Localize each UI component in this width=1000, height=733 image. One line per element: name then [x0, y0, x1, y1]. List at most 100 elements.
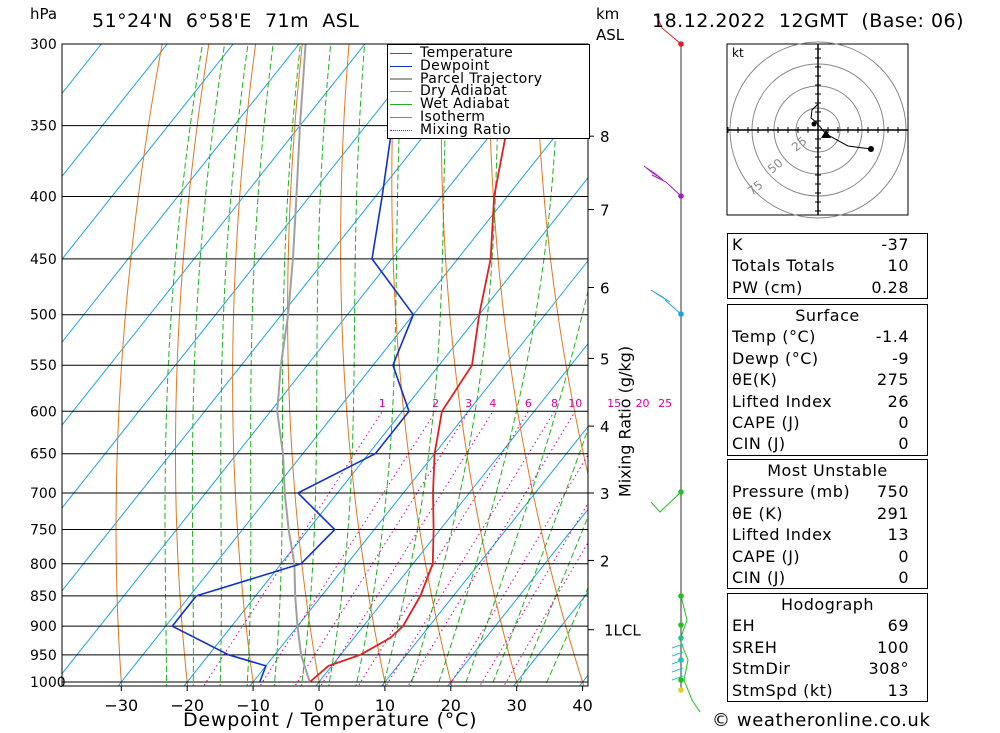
- wet-adiabat-line: [273, 44, 301, 686]
- mixing-ratio-label: 4: [489, 397, 496, 410]
- k-value: -37: [881, 235, 909, 254]
- wet-adiabat-line: [164, 44, 204, 686]
- pressure-tick-label: 850: [30, 589, 57, 605]
- pressure-tick-label: 900: [30, 619, 57, 635]
- dry-adiabat-line: [340, 44, 387, 686]
- hodo-row: StmDir 308°: [728, 658, 927, 679]
- surface-row: θE(K) 275: [728, 369, 927, 390]
- mixing-ratio-label: 8: [551, 397, 558, 410]
- hodo-row-value: 13: [887, 680, 909, 700]
- mixing-ratio-label: 3: [465, 397, 472, 410]
- legend: Temperature Dewpoint Parcel Trajectory Dry …: [387, 44, 590, 139]
- mu-row-value: 291: [876, 503, 909, 523]
- isotherm-line: [446, 508, 588, 686]
- dry-adiabat-line: [287, 44, 321, 686]
- hodo-row: SREH 100: [728, 637, 927, 658]
- mu-row: CIN (J) 0: [728, 567, 927, 588]
- dry-adiabat-line: [535, 44, 588, 477]
- hodo-row-value: 69: [887, 616, 909, 636]
- wet-adiabat-line: [464, 288, 588, 686]
- x-tick-label: −30: [104, 696, 138, 715]
- wet-adiabat-line: [328, 44, 366, 686]
- dewpoint-line: [171, 44, 419, 683]
- pressure-tick-label: 300: [30, 37, 57, 53]
- legend-label: Dewpoint: [420, 57, 490, 74]
- legend-label: Wet Adiabat: [420, 96, 510, 113]
- hodo-row-label: StmSpd (kt): [732, 680, 834, 700]
- isotherm-line: [62, 44, 300, 343]
- mixing-ratio-line: [479, 502, 588, 686]
- legend-item: Parcel Trajectory: [390, 70, 543, 87]
- surface-row-value: 275: [876, 370, 909, 390]
- wind-barb: [679, 595, 701, 713]
- mu-row-label: Lifted Index: [732, 525, 833, 545]
- mu-row: CAPE (J) 0: [728, 546, 927, 567]
- km-unit-label: km: [596, 5, 620, 23]
- legend-item: Temperature: [390, 46, 513, 60]
- datetime-title: 18.12.2022 12GMT (Base: 06): [652, 10, 965, 32]
- legend-label: Parcel Trajectory: [420, 70, 543, 87]
- mixing-ratio-line: [203, 411, 383, 686]
- surface-row: Dewp (°C) -9: [728, 348, 927, 369]
- wet-adiabat-line: [544, 586, 588, 686]
- mixing-ratio-label: 2: [432, 397, 439, 410]
- dry-adiabat-line: [994, 7, 1000, 707]
- x-axis-title: Dewpoint / Temperature (°C): [183, 709, 478, 731]
- surface-row-label: CAPE (J): [732, 412, 801, 432]
- legend-item: Isotherm: [390, 110, 485, 124]
- mu-row-label: Pressure (mb): [732, 482, 851, 502]
- surface-row-value: -1.4: [875, 327, 909, 347]
- hodograph-point: [811, 121, 817, 127]
- x-tick-label: 20: [441, 696, 461, 715]
- mu-row-label: CIN (J): [732, 567, 786, 587]
- isotherm-line: [249, 259, 588, 686]
- wind-barb: [651, 174, 682, 197]
- wet-adiabat-line: [246, 44, 274, 686]
- surface-row-value: 26: [887, 391, 909, 411]
- dry-adiabat-line: [232, 44, 257, 686]
- km-tick-label: 6: [600, 280, 610, 298]
- pressure-unit-label: hPa: [30, 5, 58, 23]
- surface-title: Surface: [795, 306, 860, 325]
- km-tick-label: 3: [600, 485, 610, 503]
- wet-adiabat-line: [219, 44, 249, 686]
- pressure-tick-label: 700: [30, 486, 57, 502]
- km-tick-label: 4: [600, 418, 610, 436]
- x-tick-label: 40: [572, 696, 592, 715]
- wind-level-dot: [678, 622, 684, 628]
- pressure-tick-label: 450: [30, 252, 57, 268]
- hodo-row-value: 308°: [868, 659, 909, 679]
- legend-item: Mixing Ratio: [390, 121, 512, 138]
- legend-item: Dry Adiabat: [390, 84, 507, 98]
- wind-barb-feather: [650, 289, 665, 299]
- pressure-tick-label: 1000: [30, 675, 66, 691]
- copyright-footer[interactable]: © weatheronline.co.uk: [712, 710, 931, 731]
- mu-row-value: 0: [898, 546, 909, 566]
- legend-label: Mixing Ratio: [420, 121, 512, 138]
- most-unstable-title: Most Unstable: [767, 461, 888, 480]
- legend-swatch: [390, 129, 412, 131]
- km-tick-label: 2: [600, 552, 610, 570]
- legend-item: Dewpoint: [390, 57, 490, 74]
- isotherm-line: [62, 44, 234, 261]
- surface-row: CAPE (J) 0: [728, 412, 927, 433]
- pressure-tick-label: 950: [30, 648, 57, 664]
- mu-row-label: θE (K): [732, 503, 783, 523]
- surface-row-label: CIN (J): [732, 434, 786, 454]
- mixing-ratio-label: 15: [607, 397, 621, 410]
- km-tick-label: 7: [600, 202, 610, 220]
- isotherm-line: [381, 425, 588, 686]
- mu-row-value: 0: [898, 567, 909, 587]
- wet-adiabat-line: [355, 44, 404, 686]
- mu-row: Lifted Index 13: [728, 524, 927, 545]
- pw-value: 0.28: [871, 277, 909, 297]
- mixing-ratio-label: 20: [636, 397, 650, 410]
- isotherm-line: [62, 44, 366, 426]
- mu-row: Pressure (mb) 750: [728, 481, 927, 502]
- isotherm-line: [62, 44, 102, 95]
- surface-row-label: Lifted Index: [732, 391, 833, 411]
- hodo-row-label: EH: [732, 616, 756, 636]
- pressure-tick-label: 600: [30, 404, 57, 420]
- hodograph-trace: [810, 103, 872, 150]
- storm-motion-marker: [821, 130, 831, 138]
